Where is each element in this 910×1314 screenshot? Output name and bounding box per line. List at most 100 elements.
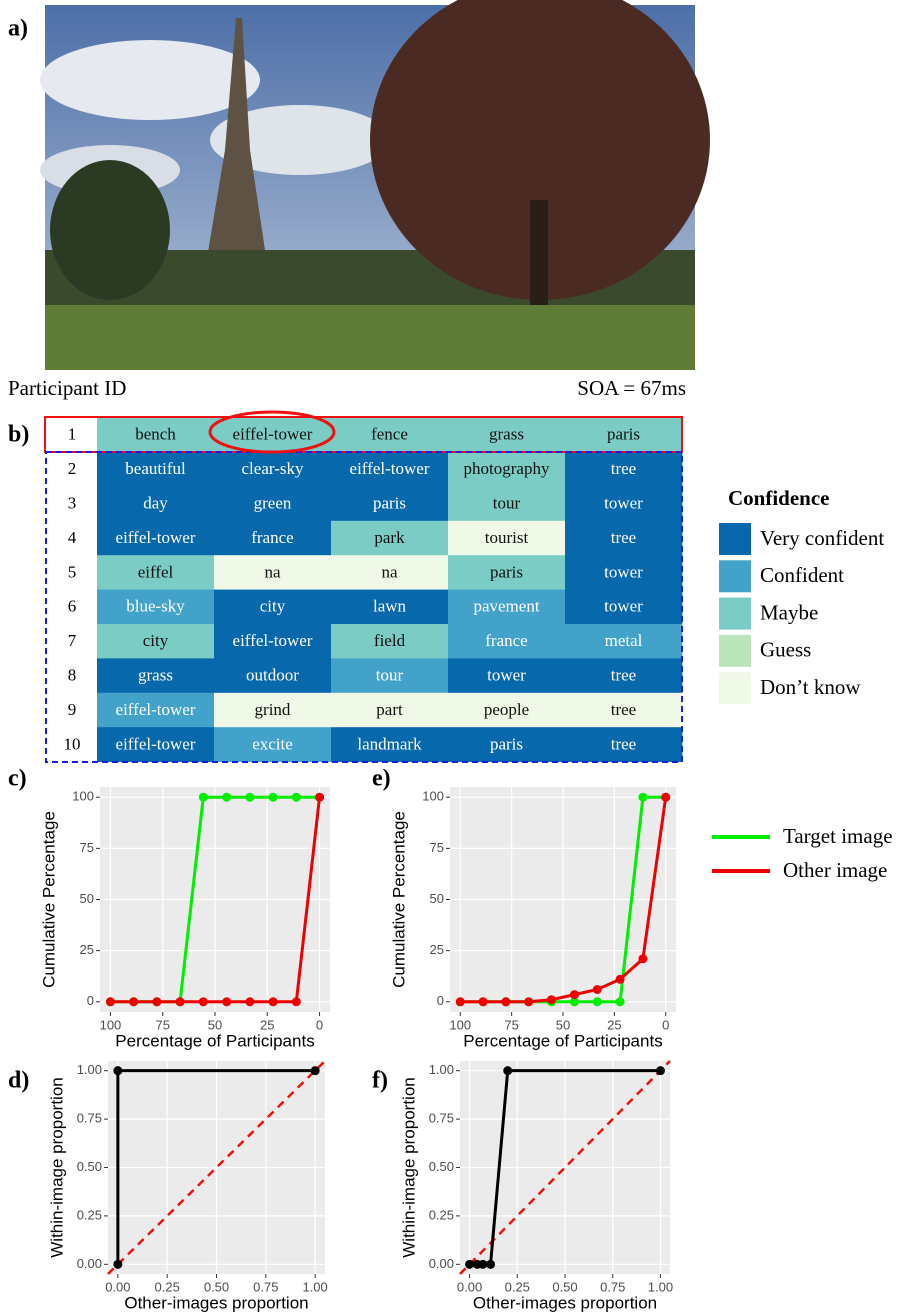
cell-word: bench bbox=[135, 424, 176, 443]
y-tick-label: 1.00 bbox=[429, 1062, 454, 1077]
panel-label: e) bbox=[372, 766, 391, 792]
marker bbox=[479, 997, 488, 1006]
row-id: 9 bbox=[68, 700, 77, 719]
marker bbox=[292, 793, 301, 802]
cell-word: tree bbox=[611, 734, 636, 753]
cell-word: metal bbox=[605, 631, 643, 650]
marker bbox=[106, 997, 115, 1006]
legend-swatch bbox=[719, 560, 751, 592]
x-tick-label: 100 bbox=[100, 1017, 122, 1032]
legend-label: Guess bbox=[760, 638, 811, 662]
marker bbox=[616, 975, 625, 984]
cell-word: eiffel bbox=[138, 562, 174, 581]
cell-word: green bbox=[254, 494, 292, 513]
y-tick-label: 1.00 bbox=[77, 1062, 102, 1077]
x-tick-label: 1.00 bbox=[648, 1279, 673, 1294]
cell-word: paris bbox=[373, 494, 406, 513]
marker bbox=[501, 997, 510, 1006]
y-tick-label: 0 bbox=[87, 993, 94, 1008]
marker bbox=[486, 1260, 495, 1269]
cell-word: eiffel-tower bbox=[233, 631, 313, 650]
x-tick-label: 75 bbox=[504, 1017, 518, 1032]
marker bbox=[503, 1066, 512, 1075]
y-tick-label: 100 bbox=[422, 789, 444, 804]
legend-swatch bbox=[719, 523, 751, 555]
x-axis-label: Other-images proportion bbox=[473, 1293, 657, 1312]
marker bbox=[638, 793, 647, 802]
cell-word: fence bbox=[371, 424, 408, 443]
cell-word: landmark bbox=[357, 734, 422, 753]
x-tick-label: 0.00 bbox=[457, 1279, 482, 1294]
soa-label: SOA = 67ms bbox=[577, 376, 686, 400]
cell-word: tree bbox=[611, 700, 636, 719]
x-axis-label: Percentage of Participants bbox=[463, 1031, 662, 1050]
cell-word: grass bbox=[489, 424, 524, 443]
x-tick-label: 0.25 bbox=[505, 1279, 530, 1294]
cell-word: field bbox=[374, 631, 406, 650]
row-id: 7 bbox=[68, 631, 77, 650]
row-id: 2 bbox=[68, 459, 77, 478]
x-tick-label: 25 bbox=[607, 1017, 621, 1032]
participant-label: Participant ID bbox=[8, 376, 126, 400]
y-tick-label: 50 bbox=[80, 891, 94, 906]
marker bbox=[593, 997, 602, 1006]
y-tick-label: 0.00 bbox=[77, 1256, 102, 1271]
panel-label: c) bbox=[8, 766, 27, 792]
x-tick-label: 50 bbox=[208, 1017, 222, 1032]
y-tick-label: 0.00 bbox=[429, 1256, 454, 1271]
y-tick-label: 100 bbox=[72, 789, 94, 804]
marker bbox=[292, 997, 301, 1006]
cell-word: tour bbox=[376, 666, 404, 685]
photo bbox=[40, 0, 710, 370]
x-tick-label: 0.75 bbox=[600, 1279, 625, 1294]
cell-word: grind bbox=[255, 700, 291, 719]
y-tick-label: 0.75 bbox=[429, 1111, 454, 1126]
marker bbox=[593, 985, 602, 994]
marker bbox=[547, 995, 556, 1004]
marker bbox=[113, 1066, 122, 1075]
cell-word: tower bbox=[604, 562, 643, 581]
marker bbox=[638, 954, 647, 963]
marker bbox=[245, 793, 254, 802]
cell-word: tree bbox=[611, 666, 636, 685]
marker bbox=[199, 997, 208, 1006]
marker bbox=[245, 997, 254, 1006]
x-tick-label: 0.50 bbox=[552, 1279, 577, 1294]
row-id: 5 bbox=[68, 562, 77, 581]
marker bbox=[570, 990, 579, 999]
cell-word: blue-sky bbox=[126, 597, 185, 616]
x-tick-label: 0 bbox=[316, 1017, 323, 1032]
panel-label: b) bbox=[8, 422, 29, 448]
marker bbox=[315, 793, 324, 802]
marker bbox=[199, 793, 208, 802]
x-tick-label: 0.75 bbox=[253, 1279, 278, 1294]
cell-word: city bbox=[260, 597, 286, 616]
marker bbox=[456, 997, 465, 1006]
cell-word: excite bbox=[252, 734, 293, 753]
x-axis-label: Other-images proportion bbox=[124, 1293, 308, 1312]
cell-word: na bbox=[264, 562, 281, 581]
legend-swatch bbox=[719, 672, 751, 704]
row-id: 10 bbox=[64, 734, 81, 753]
cell-word: tree bbox=[611, 528, 636, 547]
marker bbox=[222, 997, 231, 1006]
y-tick-label: 25 bbox=[80, 942, 94, 957]
x-tick-label: 25 bbox=[260, 1017, 274, 1032]
y-tick-label: 25 bbox=[430, 942, 444, 957]
marker bbox=[616, 997, 625, 1006]
cell-word: photography bbox=[464, 459, 550, 478]
y-tick-label: 0.25 bbox=[77, 1207, 102, 1222]
legend-label: Very confident bbox=[760, 526, 884, 550]
legend-swatch bbox=[719, 635, 751, 667]
x-tick-label: 50 bbox=[556, 1017, 570, 1032]
x-tick-label: 75 bbox=[155, 1017, 169, 1032]
cell-word: eiffel-tower bbox=[116, 528, 196, 547]
legend-label: Other image bbox=[783, 858, 887, 882]
x-tick-label: 0.00 bbox=[105, 1279, 130, 1294]
y-tick-label: 0.25 bbox=[429, 1207, 454, 1222]
cell-word: tour bbox=[493, 494, 521, 513]
row-id: 8 bbox=[68, 666, 77, 685]
y-axis-label: Cumulative Percentage bbox=[39, 811, 58, 988]
cell-word: park bbox=[374, 528, 405, 547]
row-id: 3 bbox=[68, 494, 77, 513]
